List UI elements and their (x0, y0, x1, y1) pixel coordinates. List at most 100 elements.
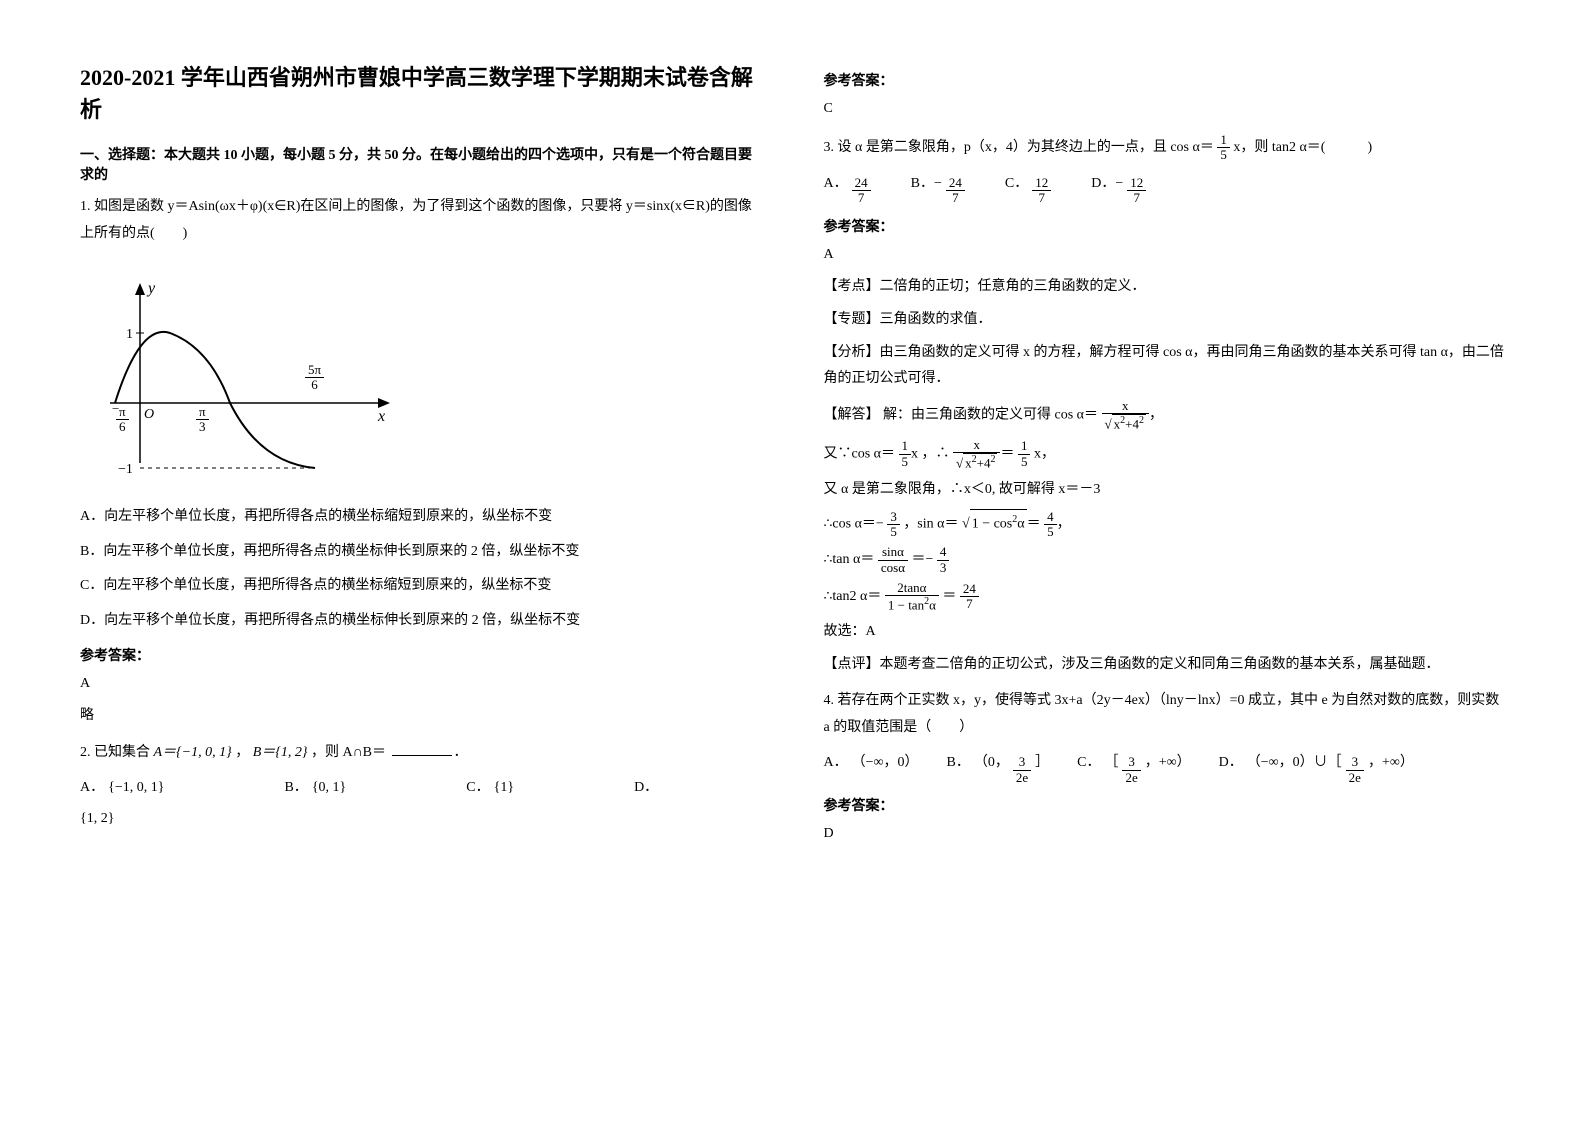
q2-suffix: ，则 A∩B＝ (311, 745, 386, 760)
q3-option-b: B．− 247 (911, 172, 965, 206)
q3-step4-mid: ，sin α＝ (903, 517, 958, 532)
q3-dianping: 【点评】本题考查二倍角的正切公式，涉及三角函数的定义和同角三角函数的基本关系，属… (824, 652, 1508, 679)
q4-optD-suf: ，+∞） (1368, 751, 1414, 771)
q3-jieda-prefix: 解：由三角函数的定义可得 cos α＝ (883, 407, 1098, 422)
q4-optC-suf: ，+∞） (1145, 751, 1191, 771)
q3-zhuanti-label: 【专题】 (824, 312, 880, 327)
q4-optB-num: 3 (1013, 755, 1031, 770)
q4-optB-pre: （0， (974, 751, 1009, 771)
q3-step2: 又∵cos α＝ 15x ，∴ x√x2+42＝ 15 x， (824, 438, 1508, 471)
q4-optA-text: （−∞，0） (852, 751, 919, 771)
q4-options: A． （−∞，0） B． （0， 32e ］ C． ［ 32e ，+∞） D． … (824, 751, 1508, 785)
q2-option-d: {1, 2} (80, 806, 764, 833)
q3-step4-prefix: ∴cos α＝− (824, 517, 884, 532)
tick-1: 1 (126, 327, 133, 342)
q3-step6-prefix: ∴tan2 α＝ (824, 589, 882, 604)
q2-optB-label: B． (284, 776, 307, 796)
q3-option-d: D．− 127 (1091, 172, 1146, 206)
q2-optA-label: A． (80, 776, 104, 796)
q3-answer-label: 参考答案： (824, 216, 1508, 236)
q4-option-d: D． （−∞，0）∪［ 32e ，+∞） (1219, 751, 1414, 785)
q2-option-a: A． {−1, 0, 1} (80, 776, 164, 796)
q3-fenxi-label: 【分析】 (824, 345, 880, 360)
q4-optC-pre: ［ (1104, 751, 1118, 771)
q3-step4: ∴cos α＝− 35 ，sin α＝ √1 − cos2α＝ 45， (824, 509, 1508, 539)
q3-answer: A (824, 242, 1508, 269)
q2-options: A． {−1, 0, 1} B． {0, 1} C． {1} D． (80, 776, 764, 796)
q2-answer-label: 参考答案： (824, 70, 1508, 90)
q3-frac: 1 5 (1217, 133, 1230, 163)
q2-blank (392, 755, 452, 756)
q3-step2-mid: ，∴ (922, 446, 950, 461)
q3-option-c: C． 127 (1005, 172, 1051, 206)
q3-optC-den: 7 (1032, 191, 1051, 205)
q1-option-c: C．向左平移个单位长度，再把所得各点的横坐标缩短到原来的，纵坐标不变 (80, 573, 764, 600)
q2-optC-text: {1} (494, 780, 514, 796)
q3-step2-prefix: 又∵cos α＝ (824, 446, 896, 461)
q3-step5: ∴tan α＝ sinαcosα ＝− 43 (824, 545, 1508, 575)
q3-jieda-label: 【解答】 (824, 407, 880, 422)
q3-dp-text: 本题考查二倍角的正切公式，涉及三角函数的定义和同角三角函数的基本关系，属基础题． (880, 657, 1440, 672)
x-axis-arrow (378, 398, 390, 408)
question-4: 4. 若存在两个正实数 x，y，使得等式 3x+a（2y－4ex）（lny－ln… (824, 688, 1508, 741)
q2-set-b: B＝{1, 2} (253, 745, 308, 760)
q3-kaodian: 【考点】二倍角的正切；任意角的三角函数的定义． (824, 274, 1508, 301)
q4-optD-num: 3 (1346, 755, 1364, 770)
q1-brief: 略 (80, 703, 764, 730)
q4-option-a: A． （−∞，0） (824, 751, 919, 771)
q2-option-c: C． {1} (466, 776, 514, 796)
q3-step5-prefix: ∴tan α＝ (824, 552, 875, 567)
q1-answer-label: 参考答案： (80, 645, 764, 665)
q2-optC-label: C． (466, 776, 489, 796)
q3-step2-suffix: x， (1034, 446, 1055, 461)
q3-frac-den: 5 (1217, 148, 1230, 162)
q3-prefix: 3. 设 α 是第二象限角，p（x，4）为其终边上的一点，且 cos α＝ (824, 140, 1214, 155)
q4-optC-label: C． (1077, 751, 1100, 771)
q3-optA-den: 7 (852, 191, 871, 205)
origin-label: O (144, 407, 154, 422)
q2-option-d-label: D． (634, 776, 658, 796)
q2-option-b: B． {0, 1} (284, 776, 346, 796)
q4-answer: D (824, 821, 1508, 848)
q1-answer: A (80, 671, 764, 698)
q4-optA-label: A． (824, 751, 848, 771)
q4-optC-num: 3 (1122, 755, 1140, 770)
q3-optA-num: 24 (852, 176, 871, 191)
q2-set-a: A＝{−1, 0, 1} (154, 745, 232, 760)
q4-optB-label: B． (947, 751, 970, 771)
q4-optD-den: 2e (1346, 771, 1364, 785)
q4-optD-pre: （−∞，0）∪［ (1247, 751, 1342, 771)
q4-option-c: C． ［ 32e ，+∞） (1077, 751, 1191, 785)
q3-dp-label: 【点评】 (824, 657, 880, 672)
q3-optD-label: D．− (1091, 172, 1123, 192)
q4-optC-den: 2e (1122, 771, 1140, 785)
q2-prefix: 2. 已知集合 (80, 745, 154, 760)
q3-optA-label: A． (824, 172, 848, 192)
q1-option-b: B．向左平移个单位长度，再把所得各点的横坐标伸长到原来的 2 倍，纵坐标不变 (80, 539, 764, 566)
q3-step6: ∴tan2 α＝ 2tanα1 − tan2α ＝ 247 (824, 581, 1508, 613)
q2-optB-text: {0, 1} (312, 780, 346, 796)
q3-jieda-frac: x √x2+42 (1102, 399, 1149, 432)
q3-step6-mid: ＝ (942, 589, 956, 604)
q3-optD-num: 12 (1127, 176, 1146, 191)
q3-kaodian-text: 二倍角的正切；任意角的三角函数的定义． (880, 279, 1146, 294)
question-1: 1. 如图是函数 y＝Asin(ωx＋φ)(x∈R)在区间上的图像，为了得到这个… (80, 194, 764, 247)
page-title: 2020-2021 学年山西省朔州市曹娘中学高三数学理下学期期末试卷含解析 (80, 60, 764, 124)
question-2: 2. 已知集合 A＝{−1, 0, 1} ， B＝{1, 2} ，则 A∩B＝ … (80, 740, 764, 767)
q2-optA-text: {−1, 0, 1} (108, 780, 164, 796)
q4-answer-label: 参考答案： (824, 795, 1508, 815)
q3-frac-num: 1 (1217, 133, 1230, 148)
q3-kaodian-label: 【考点】 (824, 279, 880, 294)
question-3: 3. 设 α 是第二象限角，p（x，4）为其终边上的一点，且 cos α＝ 1 … (824, 133, 1508, 163)
q4-optB-den: 2e (1013, 771, 1031, 785)
q4-option-b: B． （0， 32e ］ (947, 751, 1050, 785)
q3-fenxi-text: 由三角函数的定义可得 x 的方程，解方程可得 cos α，再由同角三角函数的基本… (824, 345, 1504, 387)
q4-optB-suf: ］ (1035, 751, 1049, 771)
q1-sine-graph: y x O 1 −1 − π6 π3 (100, 263, 764, 488)
q3-fenxi: 【分析】由三角函数的定义可得 x 的方程，解方程可得 cos α，再由同角三角函… (824, 340, 1508, 393)
q3-zhuanti: 【专题】三角函数的求值． (824, 307, 1508, 334)
q3-optB-label: B．− (911, 172, 942, 192)
q3-optC-label: C． (1005, 172, 1028, 192)
right-column: 参考答案： C 3. 设 α 是第二象限角，p（x，4）为其终边上的一点，且 c… (824, 60, 1508, 854)
q2-mid: ， (235, 745, 249, 760)
